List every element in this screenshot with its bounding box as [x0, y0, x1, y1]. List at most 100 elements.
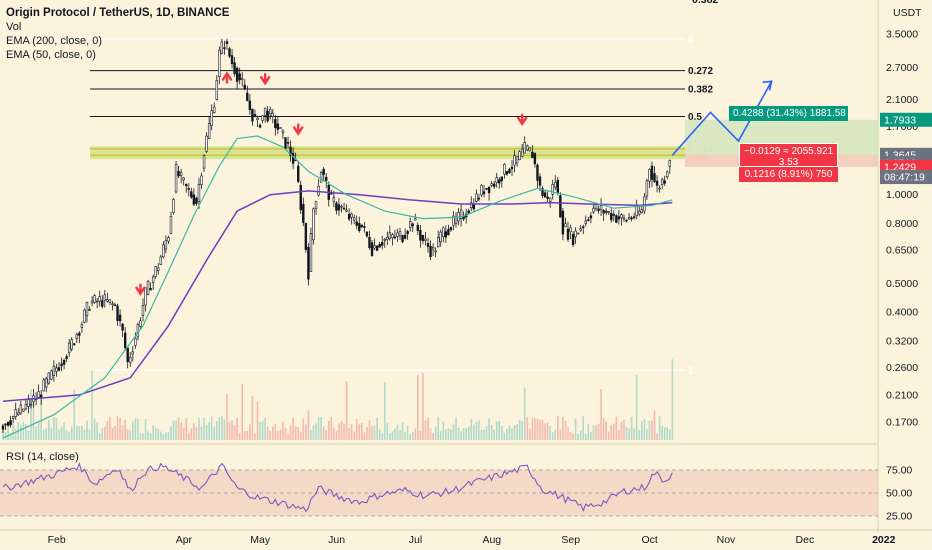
candle-body [185, 183, 188, 187]
candle-body [622, 217, 626, 220]
fib-label-0-382: 0.382 [688, 84, 713, 95]
candle-body [424, 238, 427, 241]
volume-bar [574, 418, 577, 440]
volume-bar [147, 431, 149, 440]
volume-bar [605, 421, 607, 440]
volume-bar [551, 432, 554, 440]
candle-body [121, 323, 124, 331]
volume-bar [55, 418, 58, 440]
candle-body [610, 213, 613, 221]
candle-body [172, 199, 175, 213]
candle-body [253, 114, 257, 116]
volume-bar [406, 425, 409, 440]
candle-body [452, 215, 455, 226]
chart-legend: Origin Protocol / TetherUS, 1D, BINANCE … [6, 6, 229, 62]
candle-body [335, 202, 338, 211]
volume-bar [437, 416, 439, 440]
volume-bar [361, 423, 363, 440]
volume-bar [391, 431, 394, 440]
candle-body [317, 185, 320, 196]
candle-body [363, 226, 366, 228]
candle-body [345, 209, 348, 212]
volume-bar [223, 419, 226, 440]
volume-bar [317, 416, 320, 440]
candle-body [350, 213, 353, 218]
volume-bar [549, 425, 551, 440]
candle-body [151, 276, 155, 283]
volume-bar [439, 431, 442, 440]
volume-bar [414, 428, 417, 440]
candle-body [571, 233, 575, 246]
volume-bar [271, 426, 274, 440]
volume-bar [546, 422, 549, 440]
volume-bar [139, 433, 142, 440]
candle-body [648, 169, 651, 182]
volume-bar [159, 431, 162, 440]
candle-body [396, 232, 399, 237]
candle-body [6, 421, 10, 426]
time-tick: Aug [482, 534, 501, 546]
volume-bar [640, 421, 643, 440]
candle-body [487, 186, 491, 194]
candle-body [538, 176, 542, 186]
volume-bar [485, 426, 488, 440]
volume-bar [592, 425, 595, 440]
time-tick: Nov [717, 534, 736, 546]
volume-bar [623, 419, 625, 440]
volume-bar [432, 432, 434, 440]
candle-body [154, 266, 157, 277]
time-tick: Jun [328, 534, 345, 546]
candle-body [218, 49, 221, 77]
candle-body [325, 176, 328, 181]
volume-bar [554, 429, 557, 440]
volume-bar [101, 427, 104, 440]
volume-bar [312, 425, 315, 440]
candle-body [118, 314, 122, 322]
volume-bar [274, 423, 277, 440]
volume-bar [434, 427, 437, 440]
volume-bar [541, 419, 544, 440]
volume-bar [661, 425, 663, 440]
price-tick: 0.8000 [886, 218, 918, 230]
candle-body [93, 295, 96, 303]
volume-bar [144, 419, 147, 440]
time-tick: May [250, 534, 271, 546]
volume-bar [473, 424, 475, 440]
time-tick: Dec [796, 534, 815, 546]
candle-body [78, 332, 81, 336]
volume-bar [371, 425, 373, 440]
volume-bar [246, 430, 249, 440]
position-ratio: 3.53 [778, 157, 799, 168]
candle-body [70, 339, 73, 350]
candle-body [246, 92, 249, 102]
candle-body [202, 155, 206, 169]
candle-body [643, 196, 646, 212]
volume-bar [68, 432, 70, 440]
target-price-tag-bg [880, 112, 932, 127]
candle-body [498, 179, 501, 184]
currency-label: USDT [893, 7, 922, 19]
candle-body [225, 41, 229, 44]
volume-bar [358, 424, 361, 440]
candle-body [660, 178, 664, 185]
volume-bar [81, 425, 83, 440]
candle-body [286, 141, 290, 144]
volume-bar [154, 427, 157, 440]
volume-bar [307, 410, 310, 440]
candle-body [620, 214, 623, 219]
candle-body [475, 193, 478, 202]
countdown-tag: 08:47:19 [884, 172, 925, 184]
candle-body [635, 206, 638, 216]
volume-bar [27, 430, 30, 440]
volume-bar [498, 420, 501, 440]
volume-bar [83, 429, 86, 440]
volume-bar [355, 419, 358, 440]
candle-body [449, 227, 453, 231]
time-tick: Feb [48, 534, 66, 546]
candle-body [279, 127, 282, 129]
volume-bar [531, 417, 534, 440]
volume-bar [381, 433, 384, 440]
candle-body [640, 209, 643, 213]
